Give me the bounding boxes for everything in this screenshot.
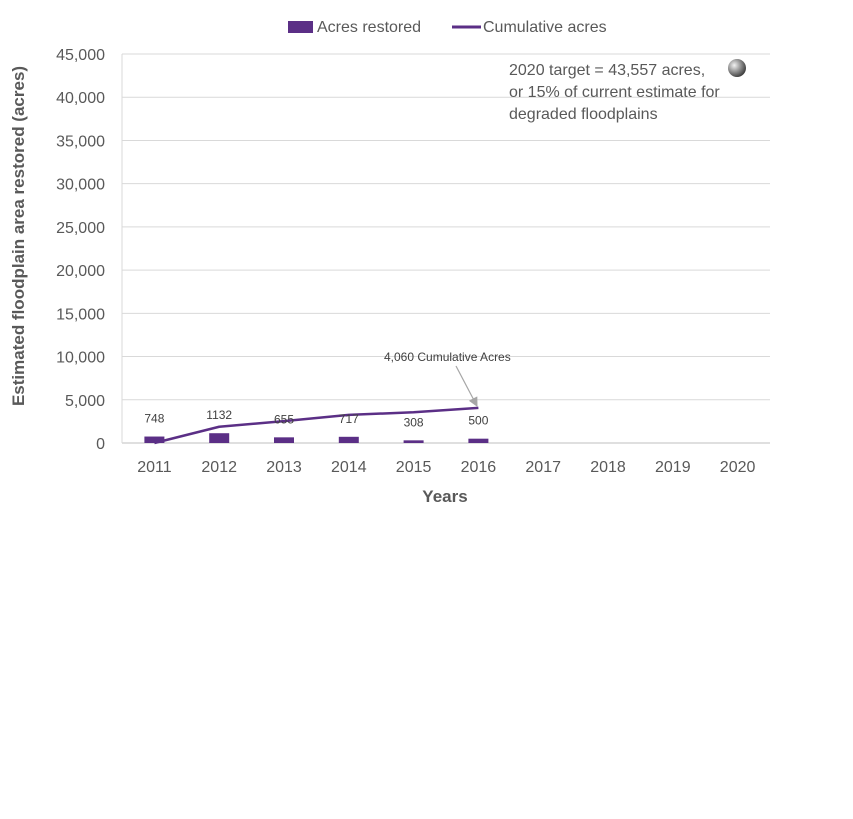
cumulative-callout: 4,060 Cumulative Acres xyxy=(384,350,511,408)
bar-data-label: 308 xyxy=(404,415,424,429)
target-note-line-2: or 15% of current estimate for xyxy=(509,84,720,101)
y-tick-label: 20,000 xyxy=(56,263,105,280)
bar xyxy=(468,438,489,443)
bar xyxy=(274,437,294,443)
y-tick-label: 45,000 xyxy=(56,47,105,64)
bar xyxy=(144,436,165,443)
x-axis-title: Years xyxy=(422,487,467,506)
x-tick-label: 2017 xyxy=(525,459,561,476)
cumulative-callout-label: 4,060 Cumulative Acres xyxy=(384,350,511,364)
x-axis-ticks: 2011 2012 2013 2014 2015 2016 2017 2018 2019 2020 xyxy=(137,459,755,476)
x-tick-label: 2011 xyxy=(137,459,172,476)
legend-bar-swatch xyxy=(288,21,313,33)
target-note-line-3: degraded floodplains xyxy=(509,106,658,123)
line-series-cumulative-acres xyxy=(154,406,479,445)
bar-data-label: 748 xyxy=(144,412,164,426)
legend-label-acres-restored: Acres restored xyxy=(317,19,421,36)
gray-sphere-marker xyxy=(728,59,746,77)
x-tick-label: 2014 xyxy=(331,459,367,476)
y-tick-label: 5,000 xyxy=(65,393,105,410)
x-tick-label: 2020 xyxy=(720,459,756,476)
x-tick-label: 2013 xyxy=(266,459,302,476)
x-tick-label: 2015 xyxy=(396,459,432,476)
y-tick-label: 25,000 xyxy=(56,220,105,237)
y-axis-ticks: 0 5,000 10,000 15,000 20,000 25,000 30,000 35,0… xyxy=(56,47,105,453)
callout-arrow xyxy=(455,365,478,408)
bar xyxy=(338,436,359,443)
bar-data-labels: 748 1132 655 717 308 500 xyxy=(144,408,488,429)
x-tick-label: 2012 xyxy=(201,459,237,476)
bar xyxy=(403,440,424,443)
x-tick-label: 2019 xyxy=(655,459,691,476)
legend: Acres restored Cumulative acres xyxy=(288,19,607,36)
bar-data-label: 717 xyxy=(339,412,359,426)
x-tick-label: 2018 xyxy=(590,459,626,476)
target-note: 2020 target = 43,557 acres, or 15% of cu… xyxy=(509,59,746,123)
y-axis-title: Estimated floodplain area restored (acre… xyxy=(9,66,28,406)
gridlines xyxy=(121,53,770,444)
bar-series-acres-restored xyxy=(144,433,489,443)
y-tick-label: 30,000 xyxy=(56,177,105,194)
bar-data-label: 1132 xyxy=(206,408,232,422)
legend-label-cumulative-acres: Cumulative acres xyxy=(483,19,607,36)
y-tick-label: 40,000 xyxy=(56,90,105,107)
bar-data-label: 655 xyxy=(274,412,294,426)
target-note-line-1: 2020 target = 43,557 acres, xyxy=(509,62,705,79)
y-tick-label: 35,000 xyxy=(56,133,105,150)
y-tick-label: 10,000 xyxy=(56,350,105,367)
x-tick-label: 2016 xyxy=(461,459,497,476)
y-tick-label: 15,000 xyxy=(56,306,105,323)
y-tick-label: 0 xyxy=(96,436,105,453)
bar xyxy=(209,433,230,443)
cumulative-line xyxy=(154,406,479,445)
bar-data-label: 500 xyxy=(468,414,488,428)
